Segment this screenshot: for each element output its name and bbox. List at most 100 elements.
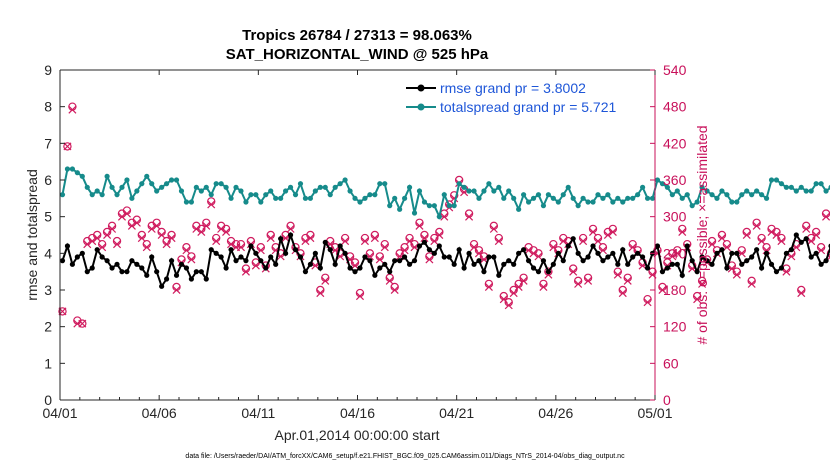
rmse-point [679, 272, 685, 278]
totalspread-point [233, 184, 239, 190]
totalspread-point [585, 199, 591, 205]
obs-assimilated-marker [256, 246, 265, 255]
totalspread-point [228, 195, 234, 201]
totalspread-point [778, 181, 785, 187]
totalspread-point [198, 188, 204, 194]
rmse-point [243, 258, 249, 264]
obs-assimilated-marker [797, 289, 806, 298]
obs-assimilated-marker [197, 227, 206, 236]
obs-assimilated-marker [593, 237, 603, 246]
totalspread-point [144, 173, 150, 179]
obs-assimilated-marker [802, 224, 811, 233]
rmse-point [521, 247, 527, 253]
totalspread-point [610, 199, 616, 205]
rmse-point [694, 269, 700, 275]
y-left-tick-label: 5 [44, 209, 52, 225]
obs-assimilated-marker [301, 237, 310, 246]
rmse-point [714, 250, 720, 256]
chart-title-line1: Tropics 26784 / 27313 = 98.063% [242, 27, 472, 44]
obs-assimilated-marker [212, 237, 221, 246]
rmse-point [640, 254, 646, 260]
totalspread-point [124, 177, 130, 183]
totalspread-point [649, 195, 656, 201]
totalspread-point [337, 181, 343, 187]
rmse-point [501, 261, 507, 267]
obs-assimilated-marker [782, 267, 791, 276]
obs-assimilated-marker [574, 279, 583, 288]
rmse-point [149, 254, 155, 260]
totalspread-point [664, 184, 670, 190]
totalspread-point [208, 192, 214, 198]
obs-assimilated-marker [484, 282, 493, 291]
obs-assimilated-marker [306, 234, 315, 243]
obs-assimilated-marker [440, 212, 449, 221]
obs-assimilated-marker [529, 249, 538, 258]
y-right-tick-label: 240 [663, 245, 687, 261]
rmse-point [575, 250, 581, 256]
rmse-point [218, 254, 224, 260]
totalspread-point [258, 199, 264, 205]
totalspread-point [516, 206, 522, 212]
totalspread-point [793, 188, 799, 194]
totalspread-point [193, 184, 199, 190]
rmse-point [451, 261, 457, 267]
obs-markers [58, 102, 830, 328]
totalspread-point [263, 192, 269, 198]
rmse-point [114, 261, 120, 267]
totalspread-point [491, 188, 497, 194]
obs-assimilated-marker [608, 227, 617, 236]
y-axis-label-left: rmse and totalspread [24, 169, 40, 301]
obs-assimilated-marker [108, 224, 117, 233]
obs-assimilated-marker [628, 243, 637, 252]
obs-assimilated-marker [539, 282, 548, 291]
rmse-point [84, 269, 90, 275]
obs-assimilated-marker [504, 301, 513, 310]
rmse-point [124, 269, 130, 275]
totalspread-point [372, 192, 378, 198]
rmse-point [268, 254, 274, 260]
totalspread-point [223, 184, 229, 190]
totalspread-point [218, 181, 224, 187]
rmse-point [525, 258, 532, 264]
totalspread-point [297, 181, 304, 187]
rmse-point [332, 261, 338, 267]
obs-assimilated-marker [68, 105, 77, 114]
totalspread-point [188, 199, 194, 205]
rmse-point [530, 265, 537, 271]
totalspread-point [739, 192, 745, 198]
x-tick-label: 04/21 [439, 405, 474, 421]
rmse-point [560, 258, 566, 264]
obs-assimilated-marker [103, 230, 112, 240]
totalspread-point [798, 184, 804, 190]
rmse-point [377, 265, 383, 271]
obs-assimilated-marker [707, 240, 717, 249]
totalspread-point [704, 188, 710, 194]
obs-assimilated-marker [603, 230, 612, 240]
totalspread-point [79, 173, 85, 179]
totalspread-point [694, 199, 700, 205]
rmse-point [347, 265, 353, 271]
totalspread-point [754, 188, 760, 194]
obs-assimilated-marker [316, 289, 325, 298]
rmse-point [724, 265, 730, 271]
totalspread-point [456, 181, 462, 187]
y-left-tick-label: 3 [44, 282, 52, 298]
totalspread-point [580, 195, 586, 201]
rmse-point [664, 265, 670, 271]
obs-assimilated-marker [415, 221, 424, 230]
rmse-point [516, 250, 522, 256]
obs-assimilated-marker [524, 246, 533, 255]
totalspread-point [451, 203, 457, 209]
obs-assimilated-marker [435, 230, 444, 240]
totalspread-point [724, 192, 730, 198]
totalspread-point [595, 192, 601, 198]
obs-assimilated-marker [405, 237, 414, 246]
totalspread-point [734, 199, 740, 205]
obs-possible-marker [78, 319, 87, 328]
totalspread-point [630, 195, 636, 201]
rmse-point [684, 243, 690, 249]
totalspread-point [312, 188, 318, 194]
rmse-point [496, 272, 502, 278]
rmse-point [317, 265, 323, 271]
obs-assimilated-marker [127, 221, 136, 230]
